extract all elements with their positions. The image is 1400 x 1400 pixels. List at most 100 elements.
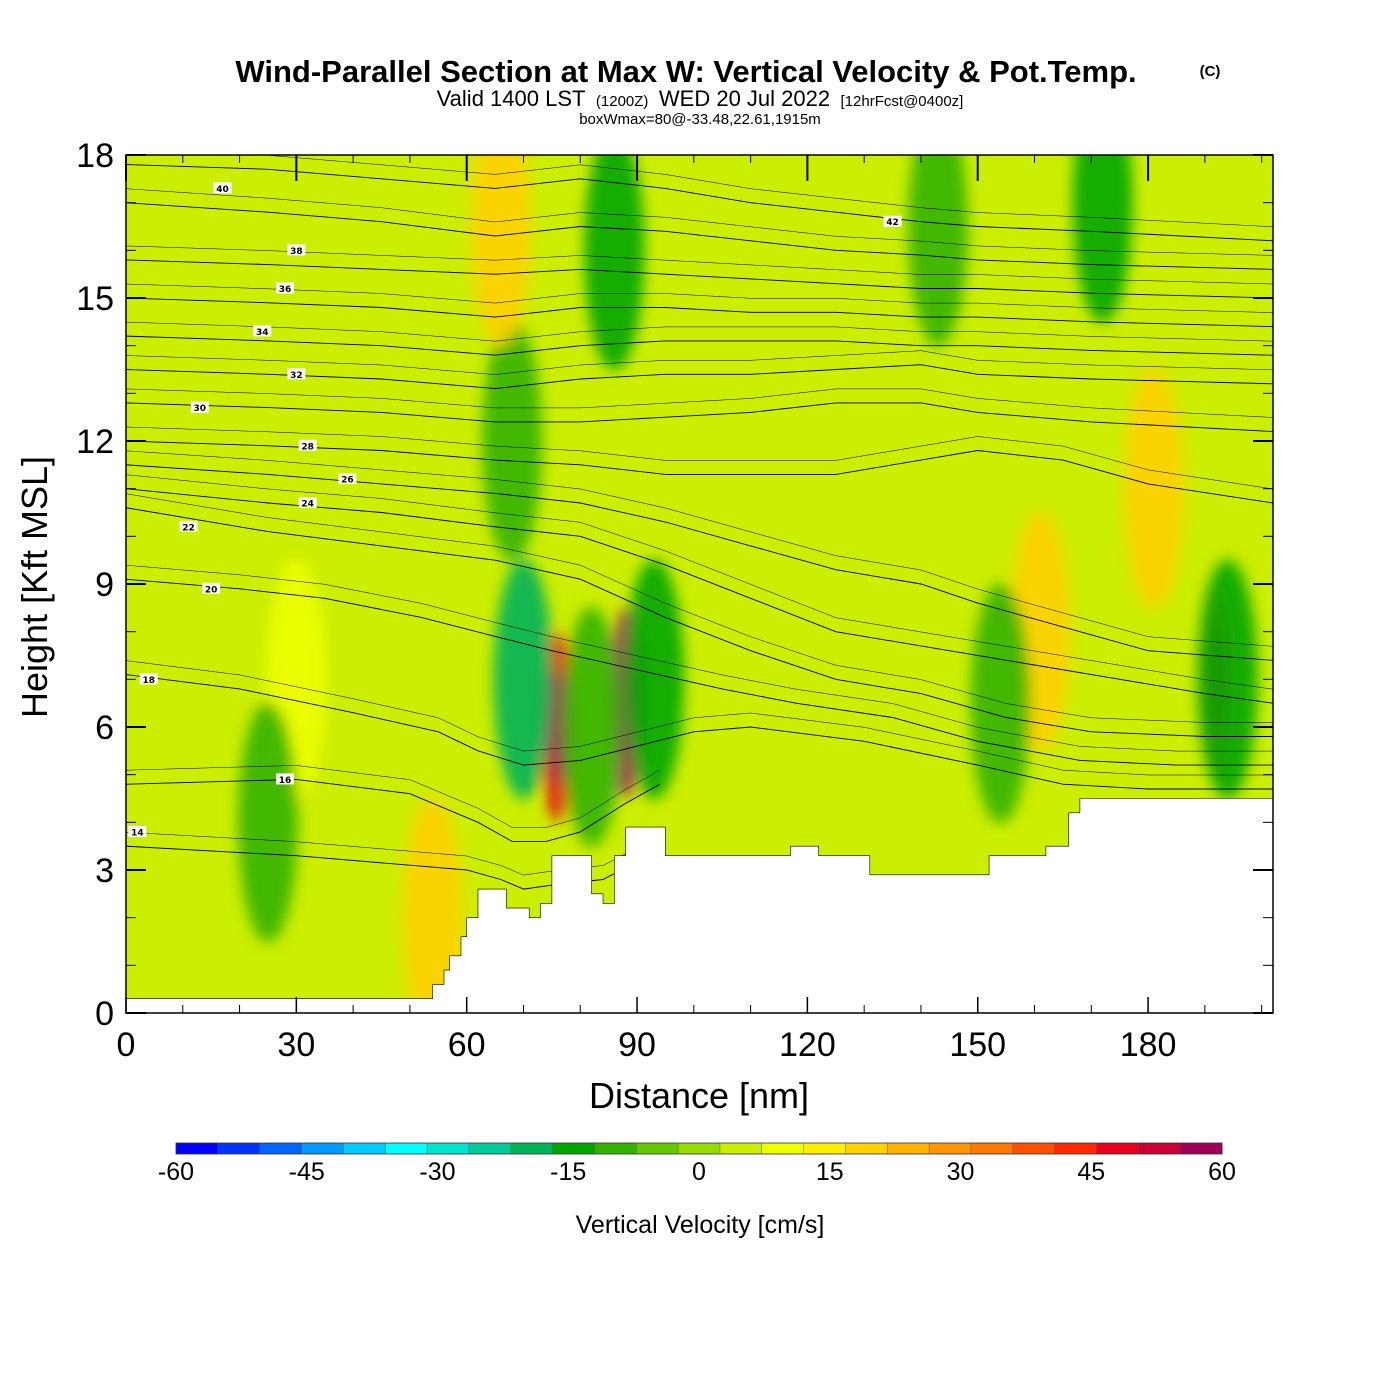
colorbar-swatch — [803, 1143, 846, 1154]
y-tick-label: 3 — [95, 852, 114, 890]
colorbar-swatch — [719, 1143, 763, 1154]
colorbar-swatch — [970, 1143, 1014, 1154]
isentrope-label: 38 — [290, 247, 303, 257]
isentrope-label-box — [287, 244, 306, 256]
x-tick-label: 150 — [949, 1026, 1006, 1064]
colorbar-swatch — [636, 1143, 679, 1154]
colorbar-tick-label: 15 — [816, 1158, 844, 1186]
velocity-feature — [561, 607, 622, 847]
velocity-feature — [624, 559, 685, 800]
isentrope-label: 16 — [279, 776, 292, 786]
isentrope-line — [126, 364, 1273, 390]
subtitle-utc: (1200Z) — [596, 93, 649, 110]
title-mark: (C) — [1200, 63, 1221, 80]
isentrope-labels: 14 16 18 20 22 24 26 28 30 32 34 36 38 40 42 — [128, 182, 902, 838]
isentrope-label-box — [179, 520, 198, 532]
colorbar-tick-label: -45 — [289, 1158, 325, 1186]
isentrope-label-box — [338, 473, 357, 485]
isentrope-line-minor — [126, 426, 1273, 490]
isentrope-label: 30 — [194, 404, 207, 414]
chart-subtitle: Valid 1400 LST (1200Z) WED 20 Jul 2022 [… — [437, 86, 964, 111]
colorbar-tick-label: 60 — [1208, 1158, 1236, 1186]
isentrope-line-minor — [126, 245, 1273, 285]
colorbar-tick-label: -30 — [419, 1158, 455, 1186]
isentrope-line-minor — [126, 283, 1273, 313]
colorbar-swatch — [259, 1143, 303, 1154]
isentrope-label-box — [202, 582, 221, 594]
isentrope-label-box — [287, 368, 306, 380]
colorbar-swatch — [510, 1143, 554, 1154]
y-tick-label: 12 — [76, 423, 114, 461]
colorbar-swatch — [176, 1143, 219, 1154]
colorbar-swatch — [385, 1143, 428, 1154]
isentrope-line-minor — [126, 388, 1273, 418]
isentrope-label: 22 — [182, 523, 195, 533]
colorbar-swatch — [343, 1143, 386, 1154]
y-tick-label: 9 — [95, 566, 114, 604]
isentrope-line — [126, 578, 1273, 766]
subtitle-valid: Valid 1400 LST — [437, 86, 586, 111]
isentrope-label: 14 — [131, 828, 144, 838]
isentrope-line — [126, 297, 1273, 328]
velocity-feature — [482, 321, 543, 561]
colorbar-swatch — [1096, 1143, 1139, 1154]
velocity-feature — [584, 155, 645, 371]
y-tick-label: 0 — [95, 995, 114, 1033]
terrain-mask — [126, 798, 1273, 1013]
velocity-feature — [1197, 559, 1258, 800]
isentrope-label-box — [298, 496, 317, 508]
isentrope-label-box — [190, 401, 209, 413]
colorbar-label: Vertical Velocity [cm/s] — [576, 1211, 825, 1239]
isentrope-line-minor — [126, 450, 1273, 647]
isentrope-label-box — [275, 282, 294, 294]
colorbar-tick-label: 30 — [947, 1158, 975, 1186]
velocity-feature — [907, 155, 968, 347]
subtitle-forecast: [12hrFcst@0400z] — [841, 93, 964, 110]
isentrope-label: 36 — [279, 285, 292, 295]
colorbar-swatch — [761, 1143, 805, 1154]
x-tick-label: 0 — [117, 1026, 136, 1064]
y-tick-label: 6 — [95, 709, 114, 747]
isentrope-line-minor — [126, 564, 1273, 752]
colorbar: -60 -45 -30 -15 0 15 30 45 60 — [158, 1142, 1236, 1186]
isentrope-label-box — [298, 439, 317, 451]
x-tick-label: 30 — [277, 1026, 315, 1064]
colorbar-swatch — [929, 1143, 972, 1154]
colorbar-swatch — [1012, 1143, 1056, 1154]
velocity-feature — [493, 559, 554, 800]
isentrope-line-minor — [126, 188, 1273, 256]
velocity-feature — [402, 797, 463, 1013]
isentrope-line — [126, 440, 1273, 504]
isentrope-line-minor — [126, 765, 660, 828]
colorbar-swatch — [845, 1143, 888, 1154]
isentrope-line-minor — [126, 350, 1273, 375]
isentrope-label: 40 — [216, 185, 229, 195]
colorbar-swatch — [1138, 1143, 1181, 1154]
isentrope-line — [126, 402, 1273, 432]
isentrope-label: 28 — [301, 442, 314, 452]
colorbar-swatch — [427, 1143, 470, 1154]
velocity-field — [237, 155, 1258, 1013]
isentrope-line-minor — [251, 155, 1273, 228]
x-tick-label: 180 — [1120, 1026, 1177, 1064]
isentrope-label: 18 — [142, 676, 155, 686]
chart-title: Wind-Parallel Section at Max W: Vertical… — [235, 54, 1136, 89]
isentrope-label: 34 — [256, 328, 269, 338]
colorbar-swatch — [594, 1143, 637, 1154]
colorbar-swatch — [1054, 1143, 1097, 1154]
velocity-core — [548, 670, 567, 784]
velocity-feature — [970, 583, 1031, 824]
x-tick-label: 120 — [779, 1026, 836, 1064]
isentrope-label: 24 — [301, 499, 314, 509]
colorbar-swatch — [468, 1143, 512, 1154]
isentrope-label: 26 — [341, 476, 354, 486]
isentrope-line-minor — [126, 493, 1273, 723]
isentrope-label-box — [128, 825, 147, 837]
isentrope-label: 32 — [290, 371, 303, 381]
colorbar-swatch — [217, 1143, 261, 1154]
x-tick-label: 60 — [448, 1026, 486, 1064]
isentrope-label-box — [253, 325, 272, 337]
isentrope-line-minor — [126, 321, 1273, 342]
